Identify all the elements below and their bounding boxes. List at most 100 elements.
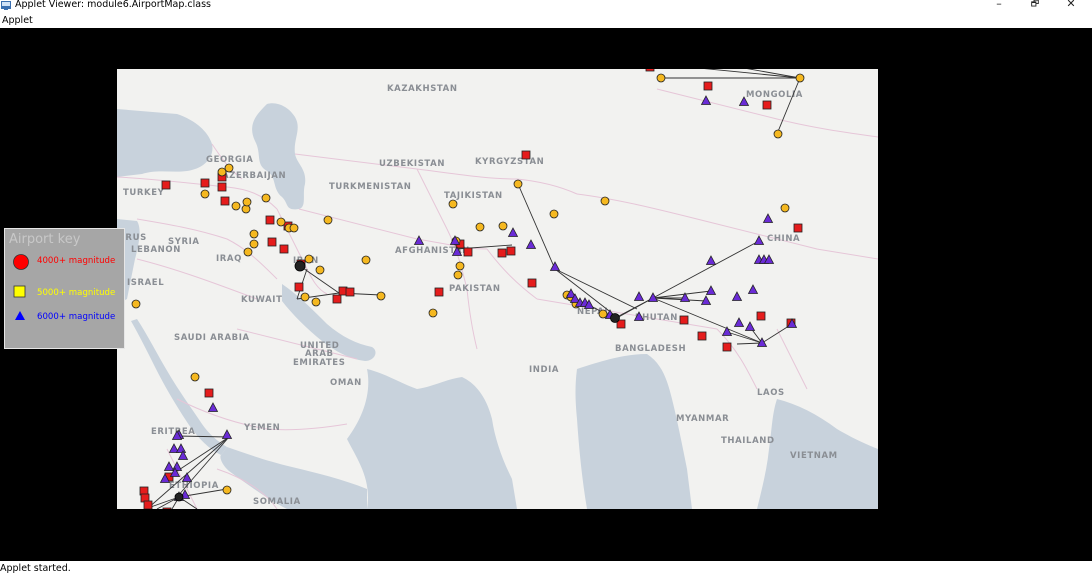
airport-triangle-marker [569, 293, 581, 303]
map-svg[interactable]: KAZAKHSTAN MONGOLIA GEORGIA AZERBAIJAN U… [117, 69, 878, 509]
airport-triangle-marker [549, 261, 561, 271]
label-somalia: SOMALIA [253, 497, 301, 507]
airport-triangle-marker [507, 227, 519, 237]
label-uae-2: ARAB [305, 349, 334, 359]
legend-title: Airport key [9, 232, 81, 247]
airport-triangle-marker [705, 285, 717, 295]
airport-triangle-marker [647, 292, 659, 302]
label-saudi-arabia: SAUDI ARABIA [174, 333, 250, 343]
label-tajikistan: TAJIKISTAN [444, 191, 503, 201]
airport-triangle-marker [753, 235, 765, 245]
maximize-button[interactable]: 🗗 [1030, 0, 1040, 9]
airport-triangle-marker [733, 317, 745, 327]
hub-markers [174, 260, 620, 502]
label-bangladesh: BANGLADESH [615, 344, 686, 354]
status-text: Applet started. [0, 563, 71, 574]
airport-triangle-marker [221, 429, 233, 439]
label-pakistan: PAKISTAN [449, 284, 501, 294]
label-turkey: TURKEY [123, 188, 165, 198]
airport-triangle-marker [163, 461, 175, 471]
airport-triangle-marker [633, 311, 645, 321]
airport-map[interactable]: KAZAKHSTAN MONGOLIA GEORGIA AZERBAIJAN U… [117, 69, 878, 509]
arabian-sea [347, 369, 517, 509]
airport-triangle-marker [763, 254, 775, 264]
airport-triangle-marker [169, 467, 181, 477]
airport-triangle-marker [583, 299, 595, 309]
flight-routes [144, 69, 801, 509]
airport-key-legend: Airport key 4000+ magnitude 5000+ magnit… [4, 228, 125, 349]
airport-triangle-marker [177, 450, 189, 460]
airport-triangle-marker [207, 402, 219, 412]
minimize-button[interactable]: – [996, 0, 1002, 10]
persian-gulf [282, 284, 376, 361]
black-sea [117, 109, 213, 177]
java-applet-icon [1, 1, 11, 10]
airport-triangle-marker [168, 443, 180, 453]
airport-triangle-marker [747, 284, 759, 294]
yellow-airport-markers [131, 73, 805, 495]
label-nepal: NEPAL [577, 307, 610, 317]
airport-triangle-marker [633, 291, 645, 301]
legend-item-6000: 6000+ magnitude [5, 309, 126, 325]
menu-bar: Applet [0, 13, 1092, 28]
yellow-square-icon [13, 285, 26, 298]
label-eritrea: ERITREA [151, 427, 195, 437]
bay-of-bengal [575, 354, 692, 509]
label-turkmenistan: TURKMENISTAN [329, 182, 412, 192]
label-ethiopia: ETHIOPIA [169, 481, 219, 491]
airport-triangle-marker [565, 288, 577, 298]
legend-label-4000: 4000+ magnitude [37, 256, 116, 266]
legend-item-5000: 5000+ magnitude [5, 285, 126, 301]
label-kyrgyzstan: KYRGYZSTAN [475, 157, 544, 167]
label-cyprus: CYPRUS [117, 233, 147, 243]
airport-triangle-marker [762, 213, 774, 223]
close-button[interactable]: ✕ [1066, 0, 1076, 10]
label-georgia: GEORGIA [206, 155, 253, 165]
airport-triangle-marker [413, 235, 425, 245]
gulf-of-aden [220, 447, 367, 509]
red-sea [131, 319, 227, 455]
window-titlebar[interactable]: Applet Viewer: module6.AirportMap.class … [0, 0, 1092, 13]
menu-applet[interactable]: Applet [2, 15, 33, 26]
label-india: INDIA [529, 365, 559, 375]
airport-triangle-marker [756, 337, 768, 347]
airport-triangle-marker [679, 292, 691, 302]
window-title: Applet Viewer: module6.AirportMap.class [15, 0, 211, 10]
airport-triangle-marker [700, 95, 712, 105]
airport-triangle-marker [181, 472, 193, 482]
red-circle-icon [13, 254, 29, 270]
south-china-sea [757, 399, 878, 509]
legend-label-6000: 6000+ magnitude [37, 312, 116, 322]
airport-triangle-marker [449, 235, 461, 245]
label-syria: SYRIA [168, 237, 200, 247]
label-kuwait: KUWAIT [241, 295, 282, 305]
blue-triangle-icon [15, 311, 25, 320]
label-china: CHINA [767, 234, 800, 244]
airport-triangle-marker [731, 291, 743, 301]
legend-item-4000: 4000+ magnitude [5, 253, 126, 270]
label-uzbekistan: UZBEKISTAN [379, 159, 445, 169]
label-lebanon: LEBANON [131, 245, 181, 255]
airport-triangle-marker [738, 96, 750, 106]
airport-triangle-marker [700, 295, 712, 305]
red-airport-markers [139, 69, 803, 509]
water-bodies [117, 103, 878, 509]
label-afghanistan: AFGHANISTAN [395, 246, 470, 256]
label-vietnam: VIETNAM [790, 451, 838, 461]
airport-triangle-marker [159, 473, 171, 483]
airport-triangle-marker [175, 443, 187, 453]
airport-triangle-marker [525, 239, 537, 249]
label-uae-3: EMIRATES [293, 358, 345, 368]
label-iraq: IRAQ [216, 254, 242, 264]
airport-triangle-marker [786, 318, 798, 328]
label-bhutan: BHUTAN [635, 313, 678, 323]
airport-triangle-marker [451, 246, 463, 256]
label-kazakhstan: KAZAKHSTAN [387, 84, 458, 94]
airport-triangle-marker [721, 326, 733, 336]
label-uae-1: UNITED [300, 341, 339, 351]
label-thailand: THAILAND [721, 436, 775, 446]
label-yemen: YEMEN [243, 423, 280, 433]
label-myanmar: MYANMAR [676, 414, 729, 424]
label-azerbaijan: AZERBAIJAN [222, 171, 286, 181]
label-laos: LAOS [757, 388, 785, 398]
